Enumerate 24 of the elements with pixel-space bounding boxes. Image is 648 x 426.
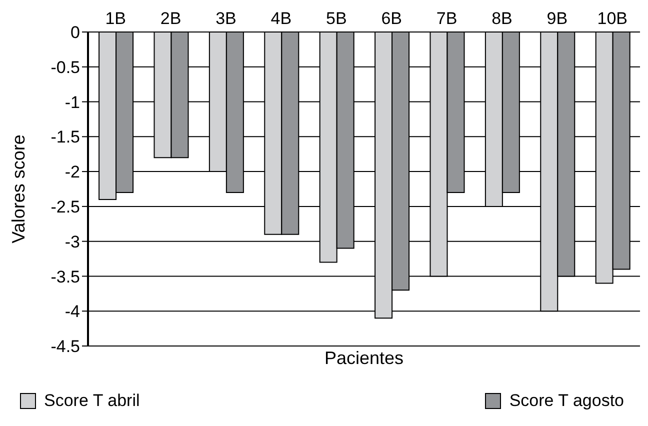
y-tick-label: -3: [64, 232, 80, 252]
y-tick-label: -3.5: [50, 267, 80, 286]
y-tick-label: -4.5: [50, 337, 80, 356]
x-tick-label: 9B: [546, 9, 568, 28]
x-tick-label: 5B: [326, 9, 347, 28]
y-tick-label: -1: [64, 92, 80, 112]
x-tick-label: 3B: [216, 9, 236, 28]
y-axis-title: Valores score: [8, 134, 28, 244]
x-tick-label: 7B: [436, 9, 458, 28]
y-tick-label: -2: [64, 162, 80, 182]
x-tick-label: 6B: [381, 9, 402, 28]
y-tick-label: -2.5: [50, 197, 80, 216]
x-tick-label: 1B: [105, 9, 126, 28]
x-tick-label: 4B: [270, 9, 292, 28]
x-tick-label: 2B: [160, 9, 182, 28]
y-tick-label: -1.5: [50, 128, 80, 147]
x-tick-label: 10B: [597, 9, 628, 28]
y-tick-label: -0.5: [50, 58, 80, 77]
legend-label: Score T agosto: [509, 391, 624, 411]
x-axis-title: Pacientes: [324, 348, 404, 368]
y-tick-label: 0: [70, 23, 80, 42]
legend-label: Score T abril: [44, 391, 140, 411]
y-tick-label: -4: [64, 302, 80, 322]
x-tick-label: 8B: [492, 9, 512, 28]
